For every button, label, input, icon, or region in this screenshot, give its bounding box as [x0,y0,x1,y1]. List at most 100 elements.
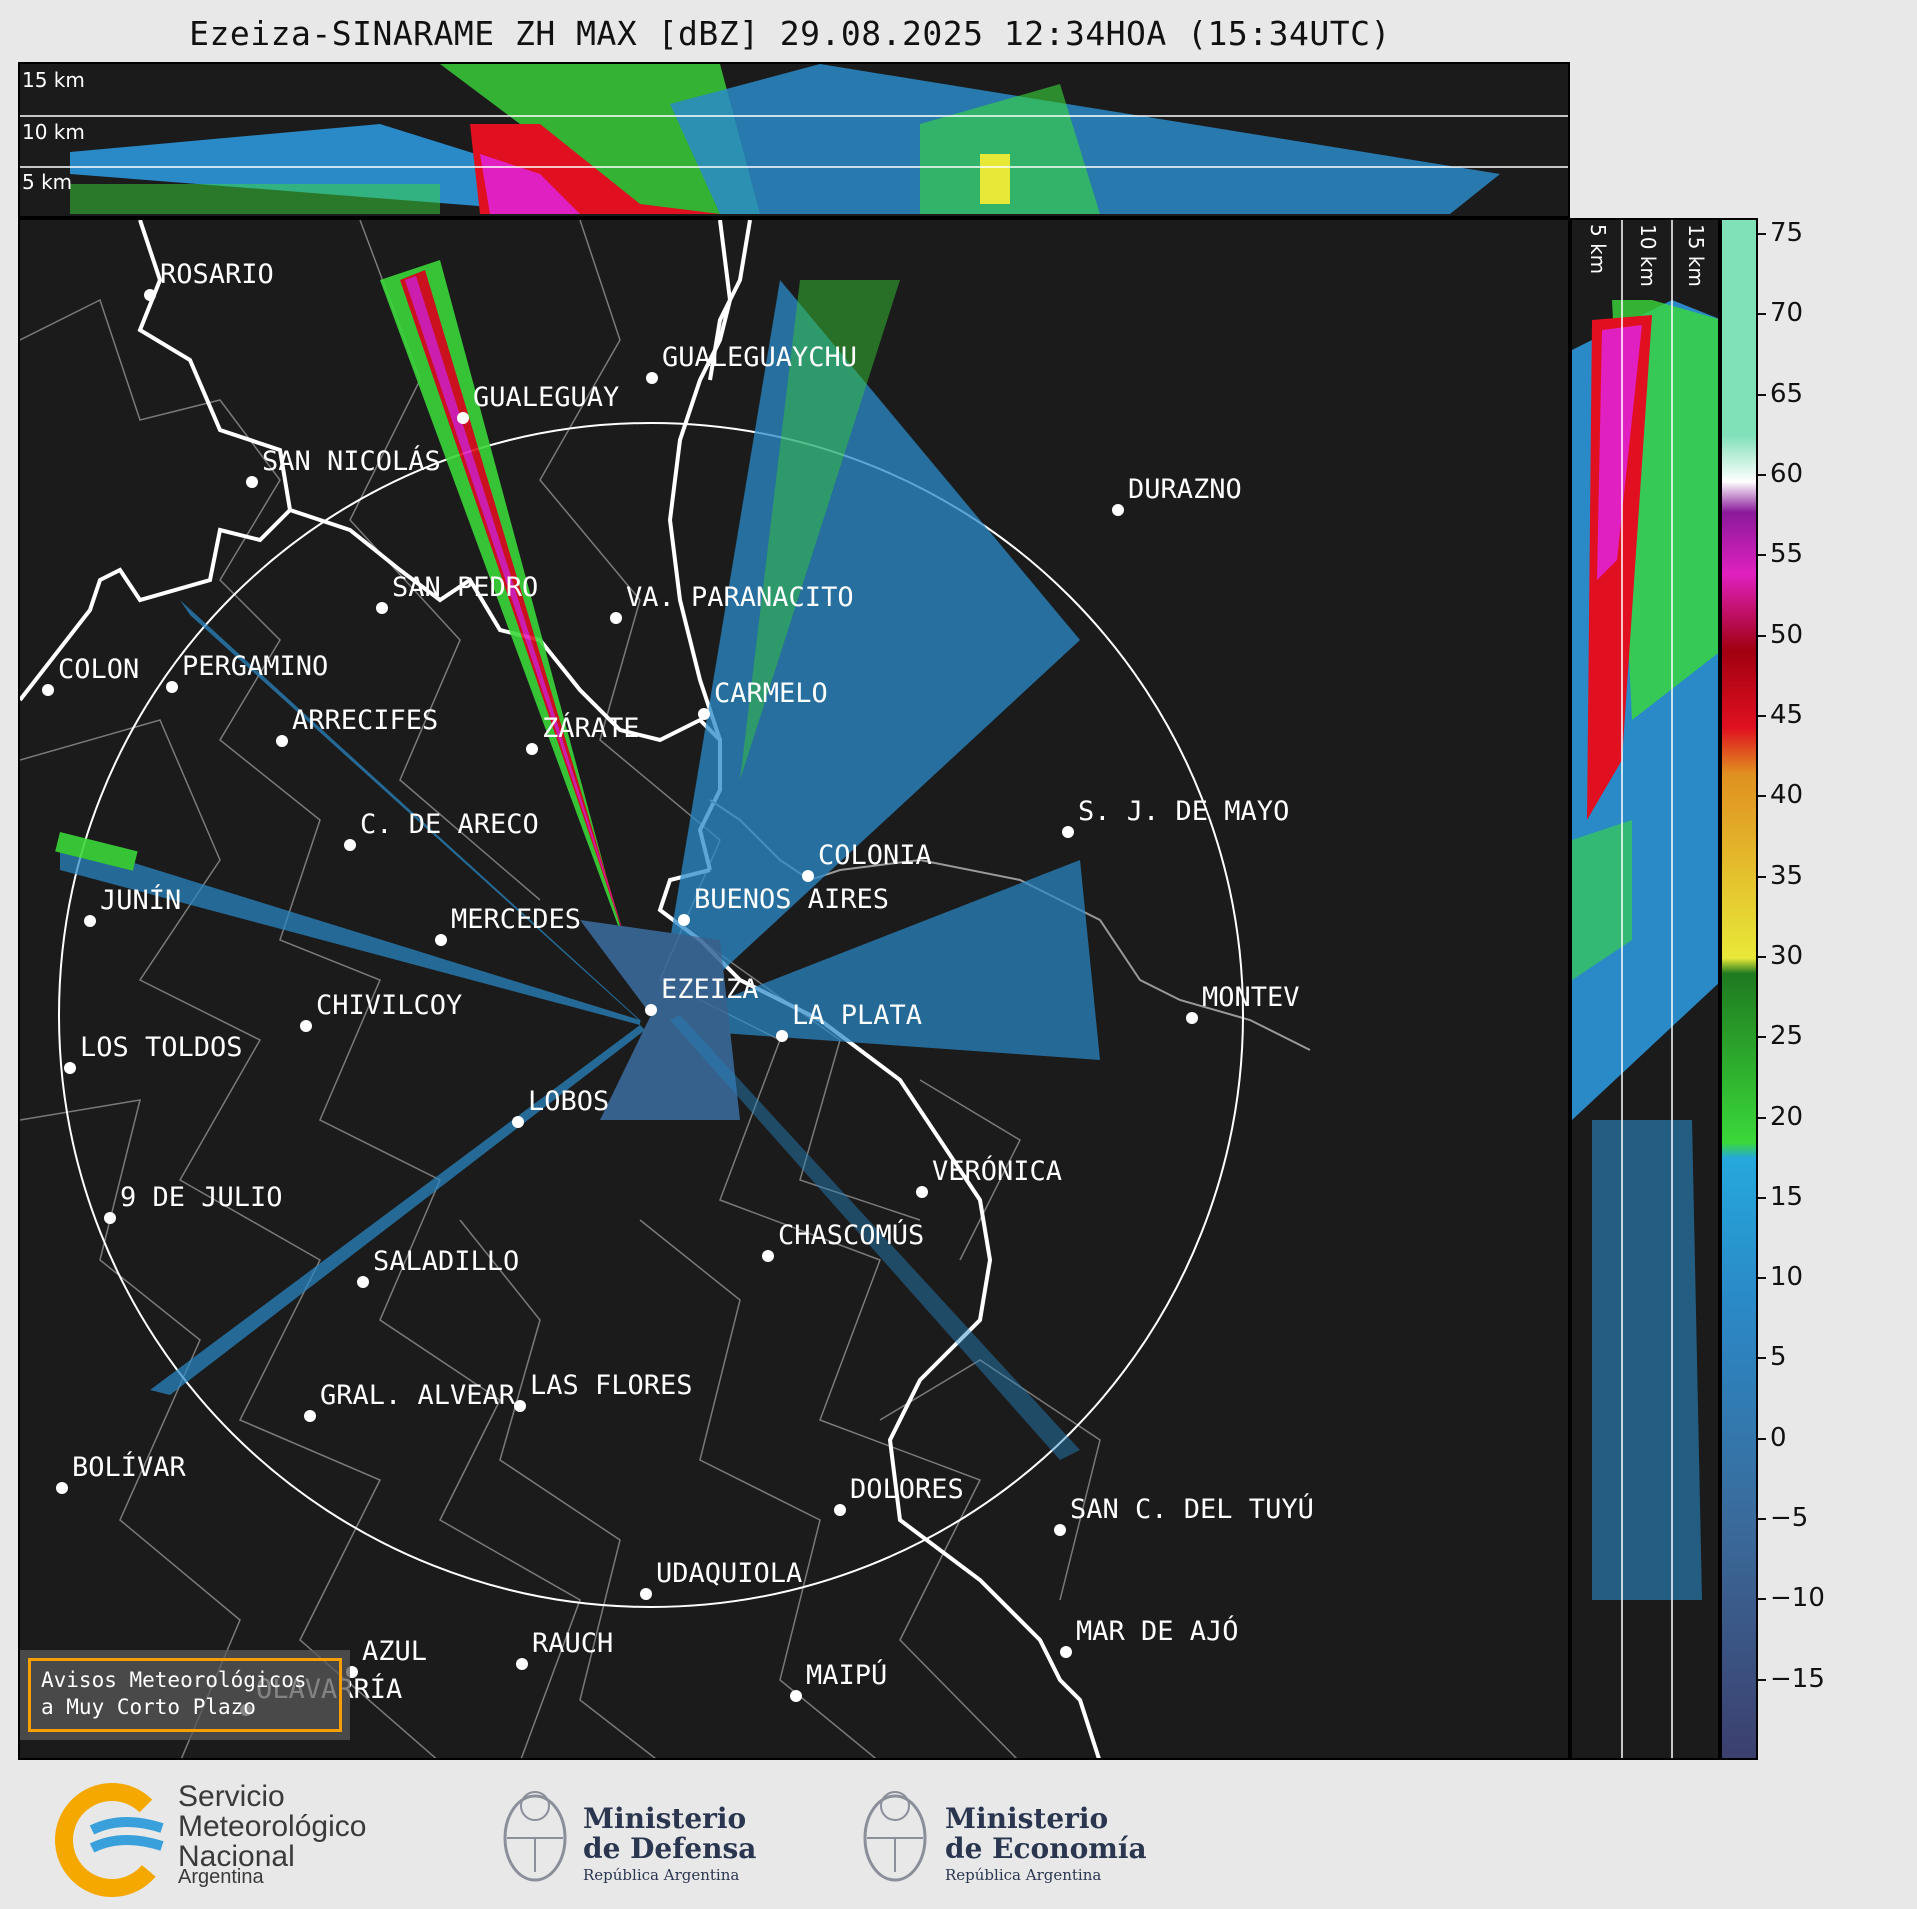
radar-map [20,220,1311,1758]
city-label: COLON [58,654,140,685]
colorbar-tick-label: 0 [1770,1422,1787,1453]
city-dot [834,1504,846,1516]
smn-line-1: Servicio [178,1780,285,1813]
colorbar-tick-mark [1758,1437,1766,1440]
map-title: Ezeiza-SINARAME ZH MAX [dBZ] 29.08.2025 … [189,14,1391,53]
city-dot [640,1588,652,1600]
city-dot [678,914,690,926]
colorbar-tick-mark [1758,955,1766,958]
city-label: VERÓNICA [932,1156,1063,1187]
city-label: GUALEGUAYCHU [662,342,858,373]
footer-logos: Servicio Meteorológico Nacional Argentin… [0,1762,1917,1909]
colorbar-tick-label: −10 [1770,1583,1825,1614]
city-label: ROSARIO [160,259,274,290]
city-dot [376,602,388,614]
colorbar-tick-label: 55 [1770,539,1804,570]
colorbar-tick-mark [1758,795,1766,798]
colorbar-tick-mark [1758,1357,1766,1360]
city-dot [1054,1524,1066,1536]
defensa-line-2: de Defensa [583,1832,757,1865]
city-label: MAIPÚ [806,1660,888,1691]
economia-line-2: de Economía [945,1832,1147,1865]
city-dot [1186,1012,1198,1024]
alert-line-2: a Muy Corto Plazo [41,1695,256,1719]
city-dot [435,934,447,946]
city-label: AZUL [362,1636,428,1667]
colorbar-tick-mark [1758,233,1766,236]
city-label: BOLÍVAR [72,1452,186,1483]
city-dot [56,1482,68,1494]
city-dot [1062,826,1074,838]
radar-echoes [55,260,1100,1460]
city-label: BUENOS AIRES [694,884,890,915]
city-dot [698,708,710,720]
city-label: JUNÍN [100,885,182,916]
city-label: LAS FLORES [530,1370,693,1401]
city-label: MONTEV [1202,982,1300,1013]
city-label: LA PLATA [792,1000,923,1031]
radar-map-panel[interactable]: ROSARIO GUALEGUAYCHU GUALEGUAY SAN NICOLÁS D… [18,218,1570,1760]
city-dot [526,743,538,755]
city-dot [300,1020,312,1032]
colorbar-tick-mark [1758,1277,1766,1280]
economia-line-1: Ministerio [945,1802,1109,1835]
city-dot [42,684,54,696]
side-height-label-5: 5 km [1586,224,1610,275]
city-dot [514,1400,526,1412]
defensa-line-1: Ministerio [583,1802,747,1835]
colorbar-tick-label: 65 [1770,378,1804,409]
colorbar-tick-label: 10 [1770,1262,1804,1293]
colorbar-gradient [1722,220,1756,1758]
defensa-shield-icon [503,1791,567,1882]
city-label: SAN NICOLÁS [262,446,441,477]
colorbar-tick-mark [1758,1196,1766,1199]
city-label: VA. PARANACITO [626,582,854,613]
city-label: SAN PEDRO [392,572,539,603]
city-dot [610,612,622,624]
top-echo-shading [70,64,1500,214]
city-dot [645,1004,657,1016]
city-dot [790,1690,802,1702]
city-label: S. J. DE MAYO [1078,796,1290,827]
colorbar-tick-mark [1758,1518,1766,1521]
city-dot [916,1186,928,1198]
colorbar-tick-mark [1758,714,1766,717]
city-dot [246,476,258,488]
colorbar-tick-mark [1758,554,1766,557]
city-label: UDAQUIOLA [656,1558,803,1589]
range-ring [58,422,1244,1608]
colorbar-tick-mark [1758,1598,1766,1601]
city-label: GUALEGUAY [473,382,620,413]
city-label: PERGAMINO [182,651,329,682]
top-height-label-10: 10 km [22,120,85,144]
colorbar-tick-mark [1758,313,1766,316]
city-label: LOBOS [528,1086,610,1117]
colorbar-tick-mark [1758,1036,1766,1039]
colorbar-tick-mark [1758,634,1766,637]
colorbar-tick-label: 30 [1770,940,1804,971]
colorbar-tick-label: −5 [1770,1503,1809,1534]
smn-name: Servicio Meteorológico Nacional [178,1782,366,1872]
smn-logo-icon [55,1783,169,1897]
city-dot [516,1658,528,1670]
city-dot [1060,1646,1072,1658]
city-dot [104,1212,116,1224]
side-echo-shading [1572,300,1718,1600]
colorbar-tick-label: 15 [1770,1181,1804,1212]
economia-shield-icon [863,1791,927,1882]
city-dot [304,1410,316,1422]
city-dot [457,412,469,424]
colorbar-tick-mark [1758,474,1766,476]
city-label: DURAZNO [1128,474,1242,505]
alert-box-frame: Avisos Meteorológicos a Muy Corto Plazo [28,1658,342,1732]
top-height-label-15: 15 km [22,68,85,92]
city-label: ZÁRATE [542,713,640,744]
city-label: LOS TOLDOS [80,1032,243,1063]
city-dot [344,839,356,851]
colorbar-tick-label: 20 [1770,1101,1804,1132]
city-dot [84,915,96,927]
alert-line-1: Avisos Meteorológicos [41,1668,307,1692]
alert-box[interactable]: Avisos Meteorológicos a Muy Corto Plazo [20,1650,350,1740]
city-dot [762,1250,774,1262]
city-label: CHIVILCOY [316,990,463,1021]
